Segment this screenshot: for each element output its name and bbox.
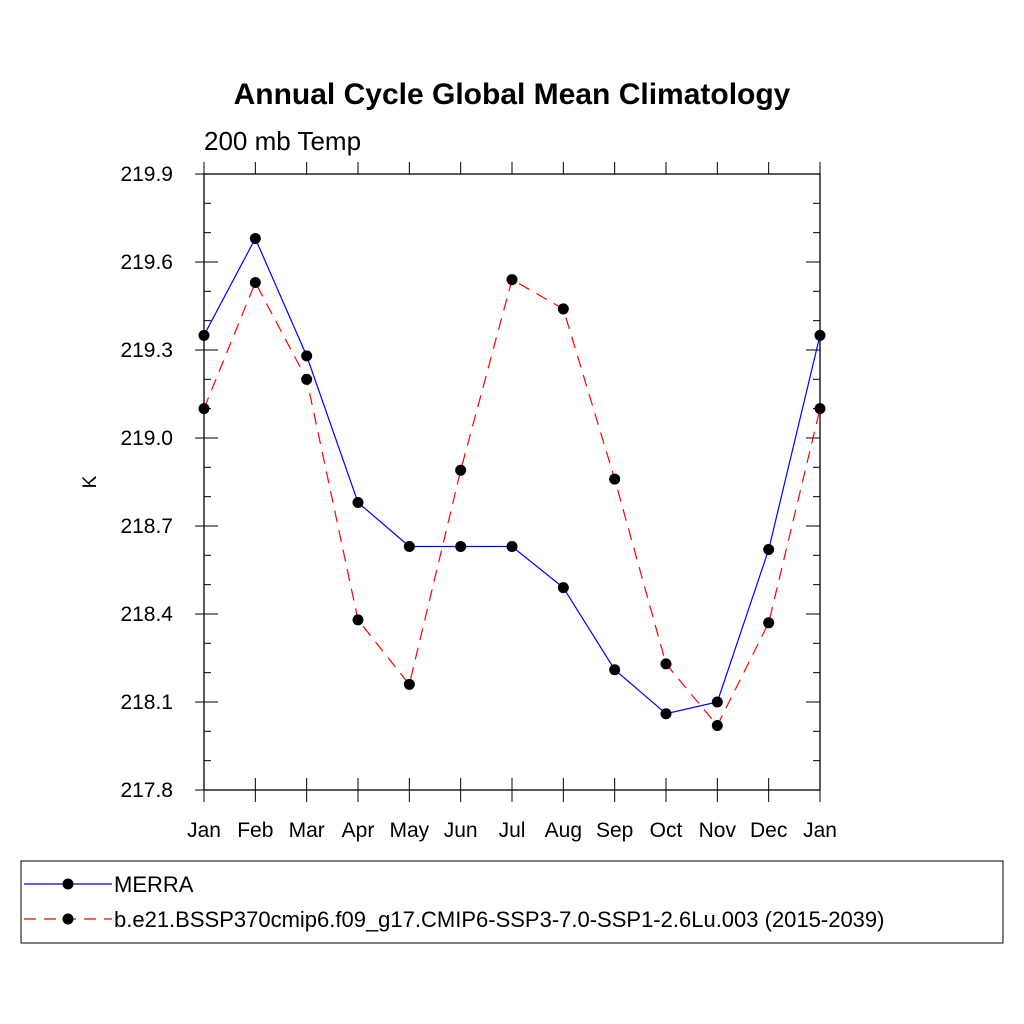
y-tick-label: 217.8 [120,779,173,802]
series-1-point [301,373,313,385]
y-tick-label: 218.1 [120,691,173,714]
series-line-1 [203,278,821,727]
chart-title: Annual Cycle Global Mean Climatology [234,78,791,111]
series-1-point [249,277,261,289]
series-1-point [403,678,415,690]
series-0-point [609,664,621,676]
y-tick-label: 218.4 [120,603,173,626]
series-0-point [711,696,723,708]
x-tick-label: Dec [750,819,787,842]
legend-marker-model [62,913,74,925]
series-0-point [763,543,775,555]
x-tick-label: Nov [699,819,737,842]
series-1-point [557,303,569,315]
series-0-point [249,233,261,245]
x-tick-label: Aug [545,819,582,842]
y-tick-label: 219.0 [120,427,173,450]
series-0-point [660,708,672,720]
x-tick-labels: Jan Feb Mar Apr May Jun Jul Aug Sep Oct Nov Dec Jan [187,819,837,842]
legend: MERRA b.e21.BSSP370cmip6.f09_g17.CMIP6-S… [20,860,1004,944]
series-1-point [352,614,364,626]
series-0-point [403,541,415,553]
series-0-point [455,541,467,553]
y-tick-label: 219.6 [120,251,173,274]
x-tick-label: Oct [650,819,683,842]
x-tick-label: Mar [289,819,325,842]
x-tick-label: Sep [596,819,633,842]
series-0-point [352,497,364,509]
series-1-point [763,617,775,629]
legend-marker-merra [62,878,74,890]
plot-frame [203,173,821,791]
axis-ticks [195,162,821,802]
x-tick-label: Apr [342,819,375,842]
y-tick-label: 219.9 [120,163,173,186]
series-layer [198,233,826,731]
series-line-0 [203,237,821,715]
y-tick-labels: 217.8 218.1 218.4 218.7 219.0 219.3 219.6 219.9 [120,163,173,802]
series-1-point [609,473,621,485]
y-tick-label: 219.3 [120,339,173,362]
y-axis-label: K [80,475,101,488]
legend-label-merra: MERRA [114,872,194,897]
series-0-point [557,582,569,594]
legend-label-model: b.e21.BSSP370cmip6.f09_g17.CMIP6-SSP3-7.… [114,907,884,932]
legend-box [20,860,1004,944]
x-tick-label: May [389,819,429,842]
x-tick-label: Jan [803,819,837,842]
y-tick-label: 218.7 [120,515,173,538]
x-tick-label: Jul [499,819,526,842]
chart-subtitle: 200 mb Temp [204,126,361,156]
series-0-point [506,541,518,553]
series-1-point [660,658,672,670]
series-1-point [455,464,467,476]
series-1-point [506,274,518,286]
x-tick-label: Feb [237,819,273,842]
x-tick-label: Jun [444,819,478,842]
series-0-point [301,350,313,362]
x-tick-label: Jan [187,819,221,842]
series-1-point [711,719,723,731]
